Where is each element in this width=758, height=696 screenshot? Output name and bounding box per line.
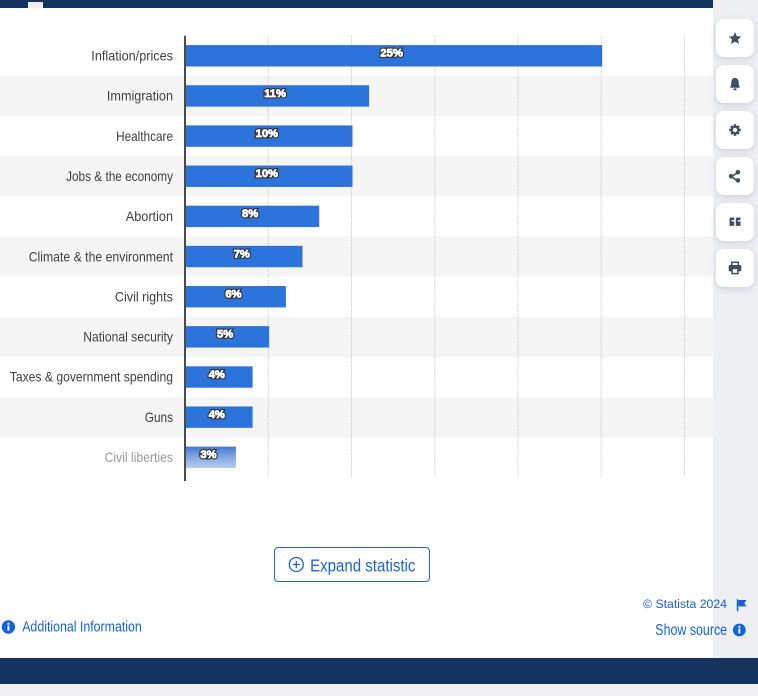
svg-text:25%: 25% (380, 48, 402, 60)
svg-text:10%: 10% (256, 168, 278, 180)
svg-text:Taxes & government spending: Taxes & government spending (10, 369, 173, 385)
svg-text:3%: 3% (200, 449, 216, 461)
svg-text:7%: 7% (234, 248, 250, 260)
svg-text:4%: 4% (209, 409, 225, 421)
svg-text:Show source: Show source (655, 622, 727, 639)
svg-text:10%: 10% (256, 168, 278, 180)
svg-text:Civil liberties: Civil liberties (105, 449, 173, 465)
svg-text:11%: 11% (264, 88, 286, 100)
svg-text:10%: 10% (256, 128, 278, 140)
svg-text:4%: 4% (209, 369, 225, 381)
svg-text:Inflation/prices: Inflation/prices (91, 48, 173, 64)
svg-text:Immigration: Immigration (107, 88, 173, 104)
svg-text:Guns: Guns (145, 409, 173, 425)
svg-text:Expand statistic: Expand statistic (310, 555, 416, 575)
svg-text:7%: 7% (234, 248, 250, 260)
svg-text:Civil rights: Civil rights (115, 288, 173, 304)
svg-text:6%: 6% (225, 289, 241, 301)
svg-text:25%: 25% (380, 48, 402, 60)
svg-text:© Statista 2024: © Statista 2024 (643, 597, 727, 611)
svg-text:4%: 4% (209, 369, 225, 381)
svg-text:8%: 8% (242, 208, 258, 220)
svg-text:8%: 8% (242, 208, 258, 220)
svg-text:3%: 3% (200, 449, 216, 461)
svg-text:Healthcare: Healthcare (116, 128, 173, 144)
svg-text:Additional Information: Additional Information (22, 619, 142, 635)
svg-text:4%: 4% (209, 409, 225, 421)
svg-text:National security: National security (83, 329, 173, 345)
svg-text:6%: 6% (225, 289, 241, 301)
svg-text:5%: 5% (217, 329, 233, 341)
svg-text:11%: 11% (264, 88, 286, 100)
svg-text:Jobs & the economy: Jobs & the economy (66, 168, 173, 184)
svg-text:Abortion: Abortion (126, 208, 173, 224)
svg-text:Climate & the environment: Climate & the environment (29, 248, 173, 264)
svg-text:5%: 5% (217, 329, 233, 341)
svg-text:10%: 10% (256, 128, 278, 140)
